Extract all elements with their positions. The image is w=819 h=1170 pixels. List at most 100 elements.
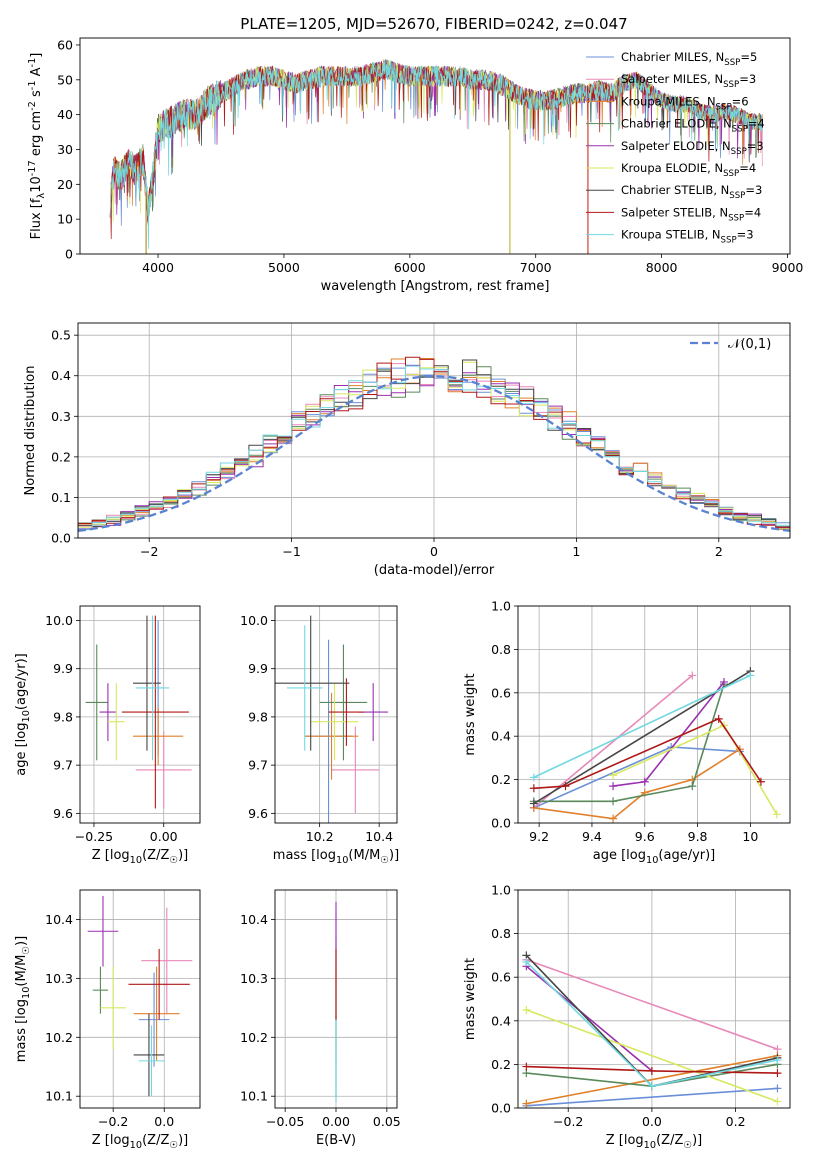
y-tick-label: 1.0 <box>491 599 511 614</box>
y-tick-label: 0.4 <box>491 729 511 744</box>
x-tick-label: −0.2 <box>98 1114 128 1129</box>
error-point <box>331 726 380 814</box>
label-text-part: age [log <box>14 723 29 776</box>
legend-label: Kroupa MILES, NSSP​=6 <box>621 94 749 112</box>
y-tick-label: 0.2 <box>491 1057 511 1072</box>
label-subscript: SSP <box>724 58 740 68</box>
x-tick-label: 9.8 <box>688 829 708 844</box>
axes-frame <box>79 605 201 824</box>
label-subscript: SSP <box>721 236 737 246</box>
plus-marker <box>772 810 781 819</box>
y-tick-label: 0.4 <box>491 1013 511 1028</box>
panel-age-vs-Z: −0.25 0.00 9.6 9.7 9.8 9.9 10.0 Z [log10​(Z/Z☉​… <box>14 605 201 866</box>
y-tick-label: 10.2 <box>240 1030 268 1045</box>
error-point <box>133 966 180 1061</box>
weight-line <box>526 1009 778 1103</box>
label-text-part: =3 <box>739 72 756 86</box>
label-subscript: 10 <box>21 710 32 722</box>
x-tick-label: 0.05 <box>373 1114 401 1129</box>
weight-line <box>533 674 751 779</box>
error-point <box>319 644 368 761</box>
x-tick-label: 4000 <box>142 260 174 275</box>
plot-area <box>275 615 389 823</box>
label-text-part: )] <box>178 848 188 863</box>
label-subscript: SSP <box>731 147 747 157</box>
y-tick-label: 9.9 <box>53 661 73 676</box>
label-text-part: ] <box>29 53 44 58</box>
label-subscript: 10 <box>130 1140 142 1151</box>
legend-label: Kroupa ELODIE, NSSP​=4 <box>621 161 756 179</box>
label-text-part: )] <box>178 1133 188 1148</box>
y-tick-label: 9.7 <box>248 758 268 773</box>
error-point <box>100 966 126 1050</box>
panel-mass-vs-ebv: −0.05 0.00 0.05 10.1 10.2 10.3 10.4 E(B-V) <box>240 889 401 1148</box>
label-subscript: SSP <box>723 80 739 90</box>
error-point <box>133 707 184 766</box>
x-axis-label: E(B-V) <box>316 1133 356 1148</box>
plus-marker <box>773 1084 782 1093</box>
label-text-part: (M/M <box>348 848 380 863</box>
y-tick-label: 0.8 <box>491 926 511 941</box>
label-subscript: SSP <box>723 169 739 179</box>
legend-label: Chabrier ELODIE, NSSP​=4 <box>621 117 765 135</box>
weight-line <box>533 717 762 790</box>
figure-title: PLATE=1205, MJD=52670, FIBERID=0242, z=0… <box>240 15 627 33</box>
y-axis-label: age [log10​(age/yr)] <box>14 653 32 776</box>
y-tick-label: 0.2 <box>51 449 71 464</box>
label-text-part: Normed distribution <box>23 366 38 496</box>
plus-marker <box>529 784 538 793</box>
legend-label: Salpeter ELODIE, NSSP​=3 <box>621 139 764 157</box>
axes-frame <box>79 889 201 1109</box>
axes-frame <box>79 37 791 255</box>
label-text-part: =6 <box>732 94 749 108</box>
plus-marker <box>640 777 649 786</box>
y-axis-label: mass weight <box>463 673 478 755</box>
label-text-part: Kroupa ELODIE, N <box>621 161 723 175</box>
label-text-part: (data-model)/error <box>374 563 495 578</box>
x-axis-label: mass [log10​(M/M☉​)] <box>273 848 399 866</box>
y-tick-label: 0.6 <box>491 685 511 700</box>
y-tick-label: 0.3 <box>51 409 71 424</box>
plot-area <box>85 615 192 809</box>
axes-frame <box>517 889 791 1109</box>
panel-mass-vs-Z: −0.2 0.0 10.1 10.2 10.3 10.4 Z [log10​(Z/Z☉​)]… <box>14 889 201 1151</box>
label-subscript: SSP <box>716 102 732 112</box>
x-tick-label: 0.00 <box>150 829 178 844</box>
label-subscript: ☉ <box>683 1140 692 1151</box>
plus-marker <box>522 1062 531 1071</box>
weight-line <box>526 1087 778 1107</box>
plot-area <box>78 356 790 538</box>
label-supscript: -1 <box>27 58 38 68</box>
y-tick-label: 9.8 <box>248 709 268 724</box>
label-text-part: Kroupa STELIB, N <box>621 228 721 242</box>
y-tick-label: 0.1 <box>51 490 71 505</box>
label-subscript: SSP <box>728 213 744 223</box>
error-point <box>138 972 170 1067</box>
label-text-part: =3 <box>737 228 754 242</box>
x-tick-label: −1 <box>282 544 300 559</box>
x-tick-label: −0.05 <box>266 1114 304 1129</box>
label-text-part: Chabrier MILES, N <box>621 50 724 64</box>
label-text-part: Salpeter MILES, N <box>621 72 723 86</box>
label-text-part: age [log <box>593 848 646 863</box>
y-tick-label: 0.4 <box>51 368 71 383</box>
x-tick-label: 10.2 <box>306 829 334 844</box>
y-tick-label: 0.0 <box>491 1101 511 1116</box>
plus-marker <box>719 677 728 686</box>
panel-age-vs-mass: 10.2 10.4 9.6 9.7 9.8 9.9 10.0 mass [log10​(M/M… <box>240 605 399 866</box>
panel-spectrum: 4000 5000 6000 7000 8000 9000 0 10 20 30 40 50 60 wav… <box>27 37 803 294</box>
y-tick-label: 40 <box>57 107 73 122</box>
label-text-part: Z [log <box>606 1133 644 1148</box>
plus-marker <box>773 1056 782 1065</box>
legend-label: Kroupa STELIB, NSSP​=3 <box>621 228 754 246</box>
label-subscript: 10 <box>336 855 348 866</box>
x-tick-label: −0.2 <box>553 1114 583 1129</box>
y-tick-label: 60 <box>57 37 73 52</box>
label-supscript: -2 <box>27 101 38 111</box>
y-tick-label: 0.6 <box>491 970 511 985</box>
label-text-part: (M/M <box>14 955 29 987</box>
label-text-part: mass weight <box>463 673 478 755</box>
legend-label: Salpeter STELIB, NSSP​=4 <box>621 205 761 223</box>
legend-label: Chabrier STELIB, NSSP​=3 <box>621 183 762 201</box>
y-tick-label: 9.6 <box>53 806 73 821</box>
